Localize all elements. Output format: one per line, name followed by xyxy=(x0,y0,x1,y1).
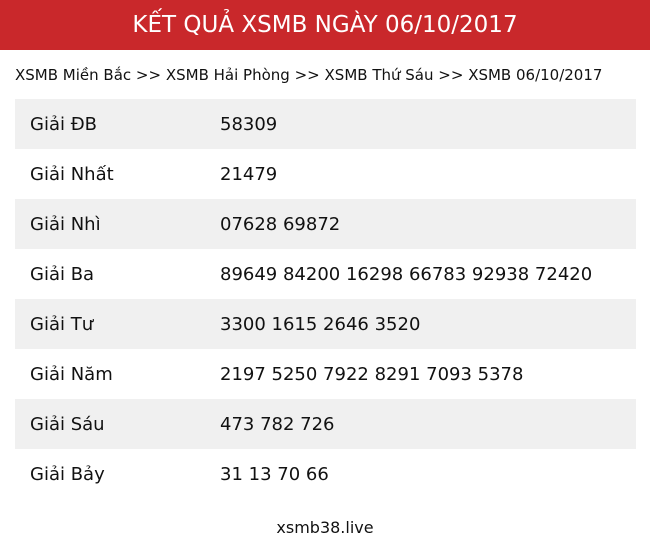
prize-value: 58309 xyxy=(220,113,278,135)
prize-label: Giải ĐB xyxy=(30,113,97,135)
prize-label: Giải Nhất xyxy=(30,163,114,185)
breadcrumb: XSMB Miền Bắc >> XSMB Hải Phòng >> XSMB … xyxy=(15,66,602,84)
footer-site: xsmb38.live xyxy=(276,518,374,537)
breadcrumb-separator: >> xyxy=(135,66,162,84)
table-row: Giải Sáu 473 782 726 xyxy=(15,399,636,449)
prize-value: 21479 xyxy=(220,163,278,185)
results-table: Giải ĐB 58309 Giải Nhất 21479 Giải Nhì 0762… xyxy=(15,99,636,499)
prize-label: Giải Nhì xyxy=(30,213,101,235)
breadcrumb-separator: >> xyxy=(294,66,320,84)
prize-value: 2197 5250 7922 8291 7093 5378 xyxy=(220,363,524,385)
prize-value: 3300 1615 2646 3520 xyxy=(220,313,421,335)
prize-label: Giải Tư xyxy=(30,313,94,335)
table-row: Giải Nhất 21479 xyxy=(15,149,636,199)
prize-label: Giải Năm xyxy=(30,363,113,385)
page-header: KẾT QUẢ XSMB NGÀY 06/10/2017 xyxy=(0,0,650,50)
breadcrumb-separator: >> xyxy=(438,66,464,84)
table-row: Giải ĐB 58309 xyxy=(15,99,636,149)
breadcrumb-link-thu-sau[interactable]: XSMB Thứ Sáu xyxy=(324,66,434,84)
prize-value: 89649 84200 16298 66783 92938 72420 xyxy=(220,263,593,285)
table-row: Giải Năm 2197 5250 7922 8291 7093 5378 xyxy=(15,349,636,399)
table-row: Giải Tư 3300 1615 2646 3520 xyxy=(15,299,636,349)
page-title: KẾT QUẢ XSMB NGÀY 06/10/2017 xyxy=(132,12,518,38)
prize-label: Giải Bảy xyxy=(30,463,105,485)
prize-value: 31 13 70 66 xyxy=(220,463,329,485)
prize-value: 07628 69872 xyxy=(220,213,341,235)
prize-label: Giải Sáu xyxy=(30,413,105,435)
table-row: Giải Bảy 31 13 70 66 xyxy=(15,449,636,499)
prize-value: 473 782 726 xyxy=(220,413,335,435)
breadcrumb-link-mien-bac[interactable]: XSMB Miền Bắc xyxy=(15,66,132,84)
prize-label: Giải Ba xyxy=(30,263,95,285)
table-row: Giải Ba 89649 84200 16298 66783 92938 724… xyxy=(15,249,636,299)
table-row: Giải Nhì 07628 69872 xyxy=(15,199,636,249)
breadcrumb-link-date[interactable]: XSMB 06/10/2017 xyxy=(468,66,603,84)
breadcrumb-link-hai-phong[interactable]: XSMB Hải Phòng xyxy=(165,66,290,84)
